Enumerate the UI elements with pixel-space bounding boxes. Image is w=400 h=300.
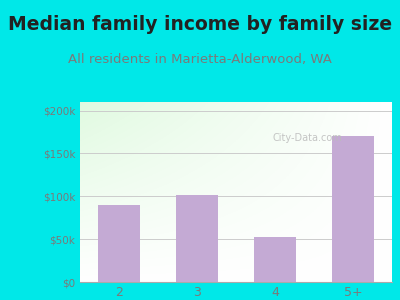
Bar — [98, 205, 140, 282]
Text: City-Data.com: City-Data.com — [273, 133, 343, 143]
Bar — [254, 237, 296, 282]
Text: All residents in Marietta-Alderwood, WA: All residents in Marietta-Alderwood, WA — [68, 53, 332, 67]
Text: Median family income by family size: Median family income by family size — [8, 14, 392, 34]
Bar — [176, 195, 218, 282]
Bar — [332, 136, 374, 282]
